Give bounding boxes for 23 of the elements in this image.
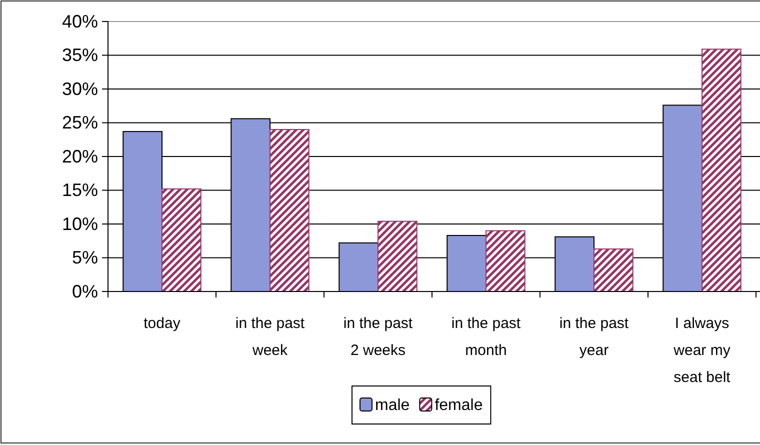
y-tick-label: 15% [62, 180, 98, 200]
x-tick-label: in the past month [451, 315, 522, 359]
y-tick-label: 10% [62, 214, 98, 234]
x-tick-label: in the past 2 weeks [343, 315, 414, 359]
x-tick-label: in the past year [559, 315, 630, 359]
y-tick-label: 35% [62, 45, 98, 66]
legend-label: male [375, 397, 410, 414]
y-tick-label: 20% [62, 146, 98, 166]
bar [162, 188, 202, 292]
bar [378, 220, 418, 292]
y-tick-label: 0% [72, 281, 98, 302]
bar [702, 48, 742, 292]
bar [270, 129, 310, 292]
x-tick-label: today [144, 315, 181, 332]
legend-label: female [434, 397, 483, 414]
x-tick-label: in the past week [235, 315, 306, 359]
bar [594, 248, 634, 292]
y-tick-label: 30% [62, 78, 98, 99]
bar [486, 230, 526, 292]
x-tick-label: I always wear my seat belt [672, 315, 732, 386]
y-tick-label: 25% [62, 112, 98, 133]
y-tick-label: 40% [62, 11, 98, 32]
y-tick-label: 5% [72, 248, 98, 268]
